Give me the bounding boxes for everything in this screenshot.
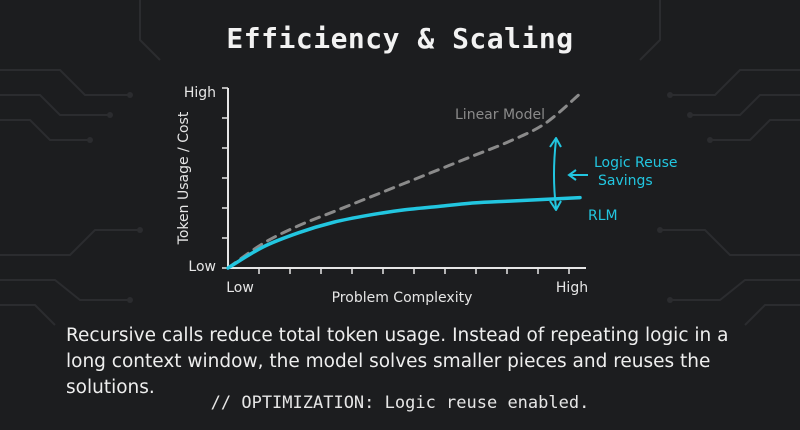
- chart-series: [226, 92, 582, 270]
- pointer-arrow-head-icon: [567, 169, 577, 181]
- savings-arrow-icon: [553, 139, 557, 209]
- series-line-linear-model: [226, 92, 582, 270]
- series-label-rlm: RLM: [588, 208, 618, 224]
- chart-labels: High Low Low High Problem Complexity Token Us…: [176, 85, 678, 306]
- y-tick-label-high: High: [184, 85, 216, 101]
- annotation-logic-reuse-savings: Logic Reuse Savings: [594, 155, 678, 189]
- x-axis-label: Problem Complexity: [332, 290, 473, 306]
- x-tick-label-low: Low: [226, 280, 254, 296]
- y-axis-label: Token Usage / Cost: [176, 111, 192, 245]
- arrow-head-down-icon: [549, 200, 562, 211]
- page-title: Efficiency & Scaling: [226, 22, 574, 55]
- optimization-status: // OPTIMIZATION: Logic reuse enabled.: [210, 393, 590, 413]
- chart-axes: [222, 87, 586, 274]
- caption-text: Recursive calls reduce total token usage…: [66, 325, 729, 398]
- series-label-linear-model: Linear Model: [455, 107, 545, 123]
- arrow-head-up-icon: [549, 137, 562, 148]
- series-line-rlm: [226, 195, 582, 270]
- x-tick-label-high: High: [556, 280, 588, 296]
- y-tick-label-low: Low: [188, 259, 216, 275]
